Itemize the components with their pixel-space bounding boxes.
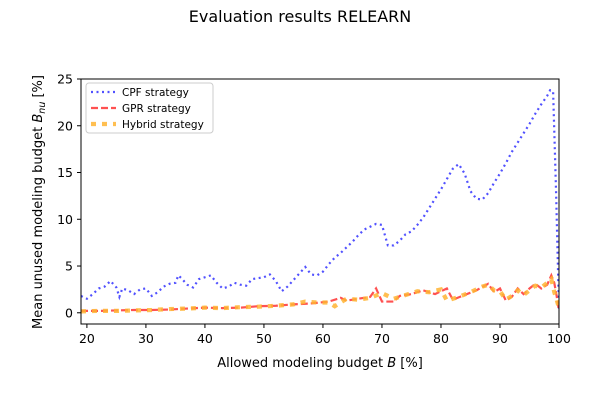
- x-tick-label: 50: [256, 331, 272, 346]
- y-axis-ticks: 0 5 10 15 20 25: [57, 72, 81, 320]
- legend: CPF strategy GPR strategy Hybrid strategy: [85, 82, 214, 134]
- plot-area: [80, 78, 560, 325]
- legend-label: Hybrid strategy: [122, 119, 204, 131]
- series-line-2: [81, 272, 559, 313]
- x-tick-label: 40: [197, 331, 213, 346]
- x-tick-label: 100: [547, 331, 571, 346]
- series-line-3: [81, 275, 559, 314]
- y-tick-label: 20: [57, 118, 73, 133]
- x-tick-label: 20: [79, 331, 95, 346]
- series-lines: [81, 88, 559, 314]
- x-axis-ticks: 20 30 40 50 60 70 80 90 100: [79, 324, 571, 346]
- y-axis-label: Mean unused modeling budget Bnu [%]: [31, 75, 48, 329]
- y-tick-label: 5: [65, 259, 73, 274]
- x-tick-label: 60: [315, 331, 331, 346]
- legend-label: CPF strategy: [122, 87, 189, 99]
- y-tick-label: 10: [57, 212, 73, 227]
- chart-title: Evaluation results RELEARN: [189, 7, 411, 26]
- axes-frame: [80, 78, 560, 325]
- legend-box: [85, 82, 214, 134]
- x-axis-label: Allowed modeling budget B [%]: [217, 356, 423, 371]
- x-tick-label: 30: [138, 331, 154, 346]
- x-tick-label: 90: [492, 331, 508, 346]
- x-tick-label: 70: [374, 331, 390, 346]
- y-tick-label: 15: [57, 165, 73, 180]
- x-tick-label: 80: [433, 331, 449, 346]
- y-tick-label: 0: [65, 305, 73, 320]
- legend-label: GPR strategy: [122, 103, 191, 115]
- y-tick-label: 25: [57, 72, 73, 87]
- series-line-1: [81, 88, 559, 310]
